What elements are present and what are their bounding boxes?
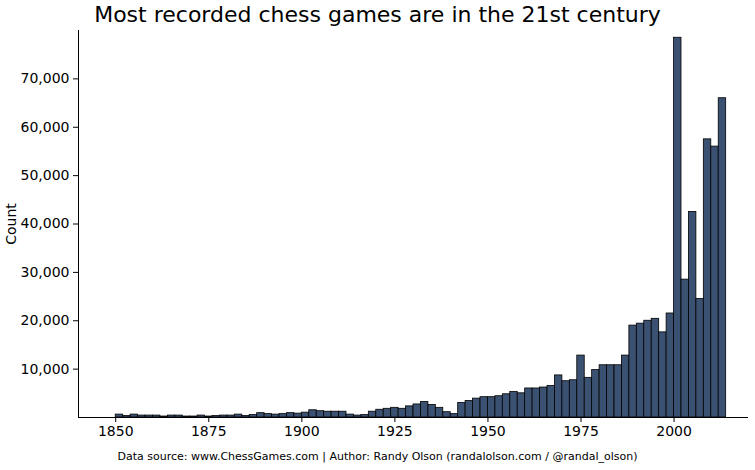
svg-text:1925: 1925 xyxy=(377,423,413,439)
svg-text:1975: 1975 xyxy=(563,423,599,439)
svg-text:30,000: 30,000 xyxy=(21,264,70,280)
svg-text:70,000: 70,000 xyxy=(21,70,70,86)
svg-text:1875: 1875 xyxy=(191,423,227,439)
svg-text:50,000: 50,000 xyxy=(21,167,70,183)
svg-text:20,000: 20,000 xyxy=(21,312,70,328)
svg-text:40,000: 40,000 xyxy=(21,215,70,231)
svg-text:Count: Count xyxy=(3,203,19,245)
html-text:Most recorded chess games are: Most recorded chess games are in the 21s… xyxy=(94,2,661,27)
svg-text:1950: 1950 xyxy=(470,423,506,439)
svg-text:1900: 1900 xyxy=(284,423,320,439)
html-text:Data source: www.ChessGames.co: Data source: www.ChessGames.com | Author… xyxy=(117,450,638,463)
svg-text:2000: 2000 xyxy=(656,423,692,439)
svg-text:10,000: 10,000 xyxy=(21,361,70,377)
svg-text:1850: 1850 xyxy=(98,423,134,439)
svg-text:60,000: 60,000 xyxy=(21,119,70,135)
